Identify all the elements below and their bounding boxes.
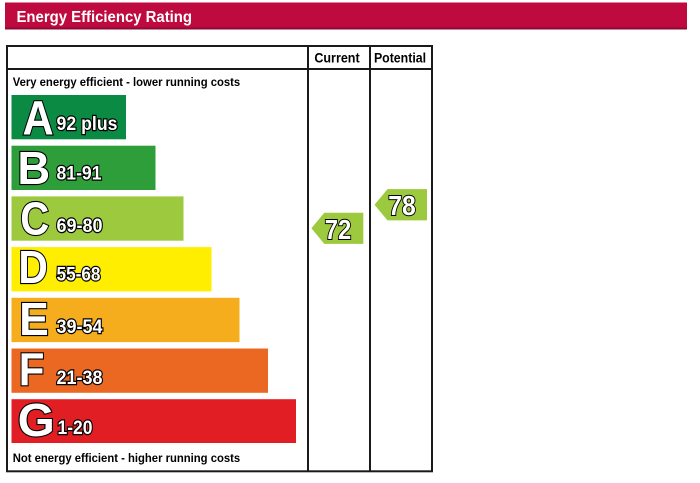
svg-text:G: G bbox=[18, 394, 55, 446]
svg-text:E: E bbox=[19, 293, 49, 345]
svg-text:D: D bbox=[18, 241, 48, 293]
svg-text:Very energy efficient - lower: Very energy efficient - lower running co… bbox=[13, 75, 241, 89]
svg-text:C: C bbox=[20, 193, 49, 245]
svg-text:72: 72 bbox=[325, 214, 352, 245]
svg-text:A: A bbox=[23, 91, 54, 145]
svg-text:69-80: 69-80 bbox=[57, 215, 103, 237]
svg-text:92 plus: 92 plus bbox=[57, 113, 118, 135]
svg-text:21-38: 21-38 bbox=[57, 367, 103, 389]
svg-text:Not energy efficient - higher: Not energy efficient - higher running co… bbox=[13, 451, 241, 465]
svg-text:F: F bbox=[19, 343, 45, 395]
svg-text:81-91: 81-91 bbox=[57, 163, 102, 185]
svg-text:78: 78 bbox=[388, 190, 416, 221]
svg-text:B: B bbox=[17, 142, 50, 194]
svg-text:39-54: 39-54 bbox=[57, 316, 103, 338]
svg-text:55-68: 55-68 bbox=[57, 264, 101, 286]
svg-text:Current: Current bbox=[314, 50, 360, 65]
svg-text:Energy Efficiency Rating: Energy Efficiency Rating bbox=[17, 9, 193, 26]
svg-text:1-20: 1-20 bbox=[58, 417, 93, 439]
svg-text:Potential: Potential bbox=[374, 50, 426, 65]
